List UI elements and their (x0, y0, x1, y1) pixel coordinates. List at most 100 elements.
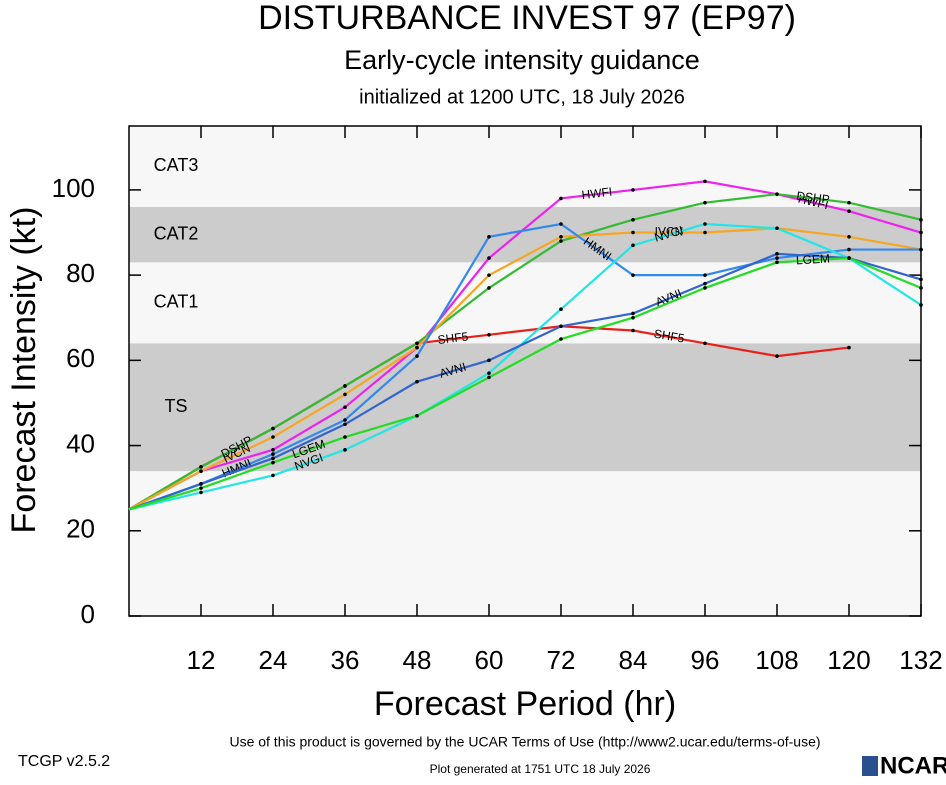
axes-frame (128, 125, 922, 617)
point (487, 234, 491, 239)
y-axis-label: Forecast Intensity (kt) (5, 207, 43, 534)
point (847, 209, 851, 214)
chart-subtitle: Early-cycle intensity guidance (344, 45, 700, 75)
band-label: TS (164, 396, 187, 416)
point (559, 196, 563, 201)
category-band (129, 206, 921, 263)
point (343, 448, 347, 452)
y-tick-label: 100 (52, 173, 95, 203)
point (559, 307, 563, 312)
x-tick-label: 84 (619, 645, 648, 675)
point (415, 379, 419, 384)
series-line (128, 193, 922, 511)
point (631, 188, 635, 192)
point (703, 341, 707, 346)
point (559, 324, 563, 329)
x-tick-label: 60 (475, 645, 504, 675)
point (775, 256, 779, 260)
point (415, 354, 419, 358)
point (847, 256, 851, 260)
y-tick-label: 80 (66, 258, 95, 288)
band-label: CAT3 (154, 155, 199, 175)
y-tick-label: 0 (81, 599, 95, 629)
point (271, 456, 275, 461)
x-tick-label: 132 (899, 645, 942, 675)
point (271, 448, 275, 452)
point (487, 371, 491, 375)
point (415, 345, 419, 350)
point (415, 341, 419, 346)
point (847, 247, 851, 252)
point (343, 435, 347, 439)
band-label: CAT1 (154, 292, 199, 312)
band-label: CAT2 (154, 223, 199, 243)
point (703, 200, 707, 205)
point (199, 465, 203, 469)
point (271, 460, 275, 465)
point (703, 222, 707, 226)
point (631, 243, 635, 248)
point (631, 217, 635, 222)
point (703, 273, 707, 277)
point (703, 179, 707, 184)
series-line (128, 222, 922, 511)
point (847, 345, 851, 350)
series-label: SHF5 (437, 329, 469, 347)
point (919, 217, 923, 222)
point (271, 473, 275, 478)
point (343, 422, 347, 427)
series-label: DSHP (796, 189, 831, 207)
point (703, 281, 707, 286)
logo-mark (862, 756, 878, 776)
point (919, 247, 923, 252)
point (847, 200, 851, 205)
point (775, 260, 779, 265)
point (919, 303, 923, 307)
point (559, 222, 563, 226)
x-tick-label: 24 (259, 645, 288, 675)
point (775, 354, 779, 358)
y-tick-label: 40 (66, 428, 95, 458)
point (487, 375, 491, 380)
point (271, 426, 275, 431)
point (199, 486, 203, 490)
point (775, 252, 779, 256)
point (199, 469, 203, 473)
series-label: IVCN (655, 225, 684, 239)
category-band (129, 343, 921, 472)
point (631, 328, 635, 333)
x-tick-label: 108 (755, 645, 798, 675)
point (487, 358, 491, 363)
point (559, 234, 563, 239)
logo: NCAR (880, 752, 946, 779)
x-tick-label: 48 (403, 645, 432, 675)
version: TCGP v2.5.2 (18, 753, 110, 770)
point (631, 230, 635, 235)
point (271, 452, 275, 456)
point (847, 234, 851, 239)
series-line (128, 227, 922, 511)
point (487, 286, 491, 290)
point (703, 230, 707, 235)
series-line (128, 252, 922, 511)
series-label: SHF5 (653, 327, 686, 346)
point (919, 286, 923, 290)
plot-area: TS CAT1 CAT2 CAT3 0 20 40 60 80 100 12 24 36 48 60 72 84… (52, 125, 943, 675)
category-band (129, 126, 921, 207)
x-tick-label: 96 (691, 645, 720, 675)
point (199, 482, 203, 486)
terms: Use of this product is governed by the U… (229, 734, 820, 750)
point (631, 311, 635, 316)
point (343, 384, 347, 388)
x-axis-label: Forecast Period (hr) (374, 685, 676, 723)
x-tick-label: 72 (547, 645, 576, 675)
point (199, 490, 203, 495)
point (487, 332, 491, 337)
point (487, 273, 491, 277)
point (271, 435, 275, 439)
x-tick-label: 36 (331, 645, 360, 675)
point (775, 192, 779, 196)
x-tick-label: 12 (187, 645, 216, 675)
y-tick-label: 20 (66, 514, 95, 544)
